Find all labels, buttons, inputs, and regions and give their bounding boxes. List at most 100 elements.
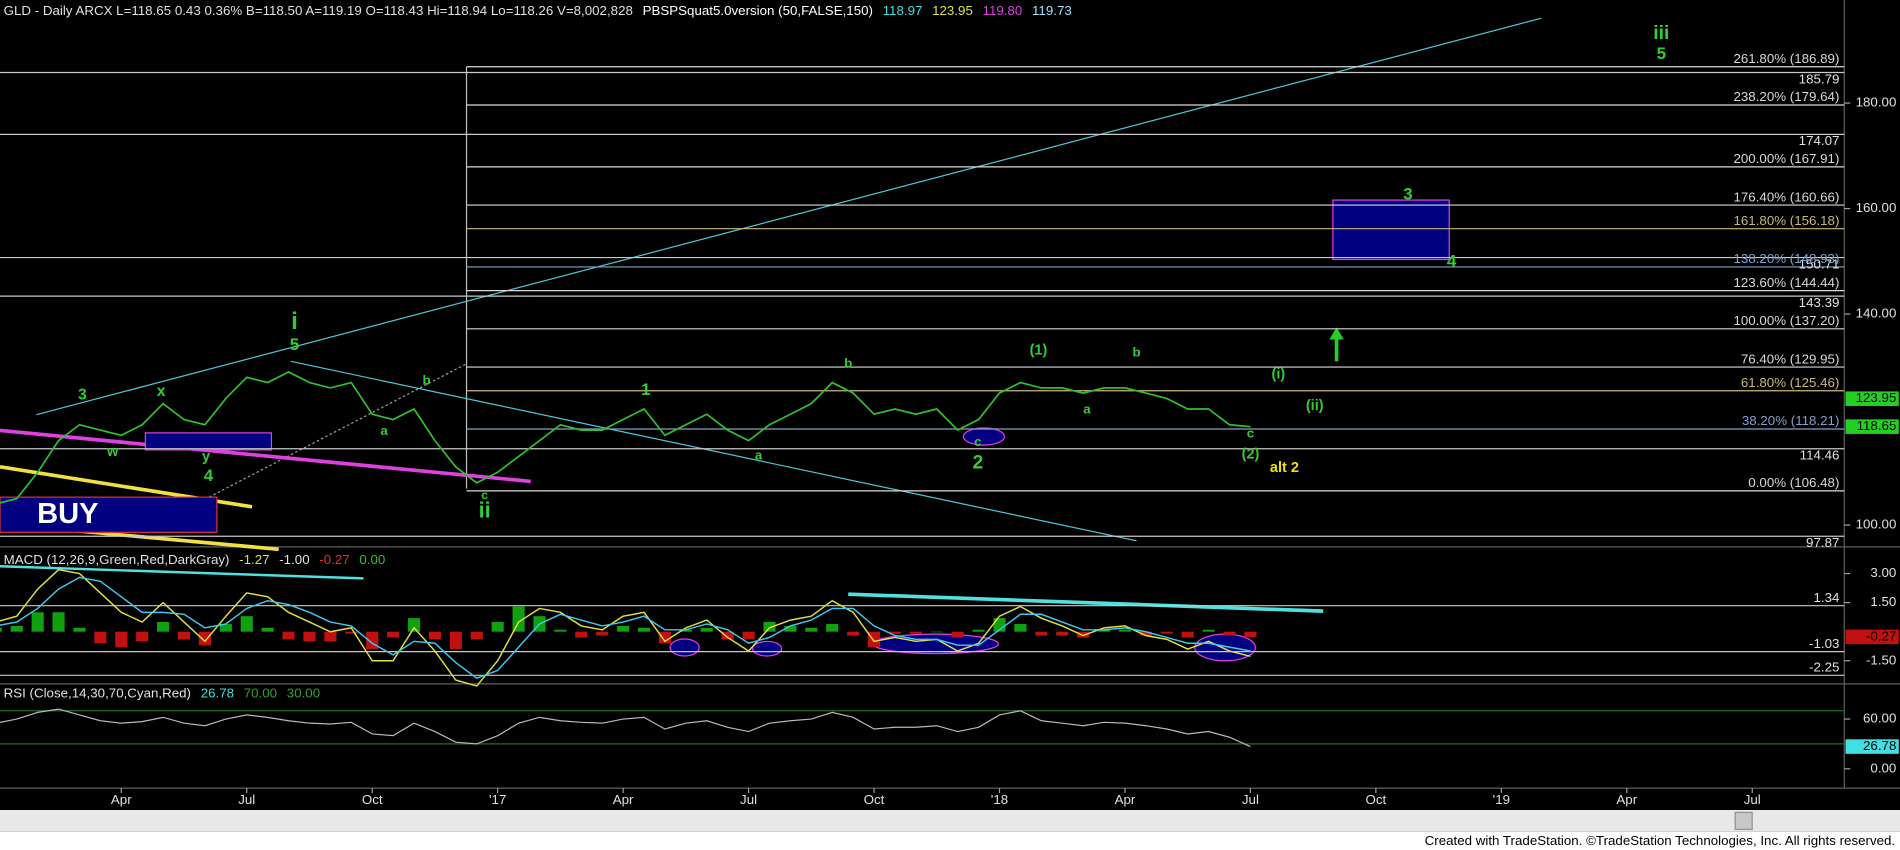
histogram-bar	[742, 631, 755, 640]
level-label: 97.87	[1806, 535, 1839, 550]
scrollbar[interactable]	[0, 809, 1900, 832]
histogram-bar	[512, 606, 525, 632]
last-value-box	[1845, 629, 1899, 645]
header-value: 0.00	[359, 552, 385, 567]
header: GLD - Daily ARCX L=118.65 0.43 0.36% B=1…	[4, 2, 1072, 17]
y-tick-label: 0.00	[1870, 760, 1896, 775]
wave-label: (2)	[1242, 447, 1260, 463]
histogram-bar	[826, 623, 839, 632]
wave-label: w	[106, 444, 119, 460]
histogram-bar	[637, 627, 651, 632]
wave-label: a	[755, 447, 763, 462]
wave-label: i	[291, 308, 298, 335]
histogram-bar	[909, 631, 922, 634]
x-tick-label: Jul	[740, 792, 757, 807]
footer: Created with TradeStation. ©TradeStation…	[1425, 833, 1895, 848]
wave-label: a	[380, 423, 388, 438]
histogram-bar	[1056, 631, 1069, 636]
last-value-label: 118.65	[1857, 418, 1897, 433]
histogram-bar	[805, 627, 818, 632]
histogram-bar	[345, 631, 358, 634]
histogram-bar	[1202, 629, 1215, 632]
x-tick-label: Apr	[1616, 792, 1637, 807]
histogram-bar	[10, 625, 23, 632]
header-item: 123.95	[932, 2, 973, 17]
fib-label: 238.20% (179.64)	[1733, 89, 1839, 104]
footer-bar	[0, 831, 1900, 850]
x-tick-label: Apr	[613, 792, 634, 807]
price-panel: BUY	[0, 17, 1851, 794]
y-tick-label: 140.00	[1856, 306, 1897, 321]
zone-box	[144, 432, 273, 451]
fib-label: 176.40% (160.66)	[1733, 189, 1839, 204]
x-tick-label: Jul	[1242, 792, 1259, 807]
trendline	[290, 360, 1137, 542]
wave-label: c	[974, 434, 982, 449]
level-label: 143.39	[1799, 295, 1840, 310]
x-tick-label: Jul	[238, 792, 255, 807]
histogram-bar	[177, 631, 191, 640]
histogram-bar	[94, 631, 107, 644]
histogram-bar	[407, 618, 421, 632]
histogram-bar	[972, 629, 985, 632]
histogram-bar	[888, 631, 902, 634]
title: MACD (12,26,9,Green,Red,DarkGray)	[4, 552, 230, 567]
ellipse	[751, 640, 783, 657]
y-tick-label: 160.00	[1856, 200, 1897, 215]
series-line	[0, 576, 1251, 680]
macd-panel	[0, 565, 1851, 687]
trendline	[0, 428, 531, 484]
histogram-bar	[0, 627, 2, 632]
wave-label: b	[1133, 344, 1141, 359]
histogram-bar	[1014, 623, 1027, 632]
histogram-bar	[1139, 631, 1152, 636]
last-value-label: 123.95	[1856, 390, 1897, 405]
level-label: 114.46	[1800, 448, 1840, 463]
wave-label: 5	[1657, 44, 1666, 63]
fib-label: 38.20% (118.21)	[1742, 413, 1840, 428]
wave-label: a	[1083, 401, 1091, 416]
x-tick-label: Apr	[111, 792, 132, 807]
scroll-thumb[interactable]	[1734, 811, 1753, 830]
x-tick-label: Oct	[1366, 792, 1387, 807]
x-tick-label: Oct	[864, 792, 885, 807]
histogram-bar	[847, 631, 860, 636]
series-line	[0, 371, 1251, 504]
histogram-bar	[1118, 629, 1132, 632]
histogram-bar	[491, 621, 504, 632]
histogram-bar	[240, 616, 253, 632]
target-box	[1332, 199, 1450, 261]
histogram-bar	[1035, 631, 1048, 636]
header-item: GLD - Daily ARCX L=118.65 0.43 0.36% B=1…	[4, 2, 633, 17]
fib-label: 123.60% (144.44)	[1733, 275, 1839, 290]
histogram-bar	[198, 631, 211, 646]
wave-label: 1	[641, 380, 650, 399]
fib-label: 138.20% (148.93)	[1733, 251, 1839, 266]
histogram-bar	[387, 631, 400, 638]
ellipse	[962, 427, 1006, 446]
histogram-bar	[1181, 631, 1194, 638]
series-line	[0, 568, 1251, 687]
wave-label: y	[202, 449, 210, 465]
level-label: -1.03	[1809, 636, 1839, 651]
y-tick-label: -1.50	[1866, 652, 1896, 667]
wave-label: alt 2	[1270, 460, 1299, 476]
fib-label: 61.80% (125.46)	[1741, 375, 1840, 390]
histogram-bar	[73, 627, 86, 632]
trendline	[0, 565, 364, 580]
buy-box	[0, 496, 218, 533]
x-tick-label: Oct	[362, 792, 383, 807]
level-label: -2.25	[1809, 660, 1839, 675]
histogram-bar	[261, 627, 274, 632]
histogram-bar	[136, 631, 149, 642]
header-value: 26.78	[201, 685, 234, 700]
histogram-bar	[1077, 631, 1090, 638]
x-tick-label: Jul	[1744, 792, 1761, 807]
ellipse	[1194, 633, 1256, 662]
last-value-box	[1845, 391, 1899, 406]
histogram-bar	[867, 631, 881, 648]
wave-label: c	[1247, 426, 1255, 441]
wave-label: c	[481, 488, 488, 502]
histogram-bar	[554, 629, 567, 632]
